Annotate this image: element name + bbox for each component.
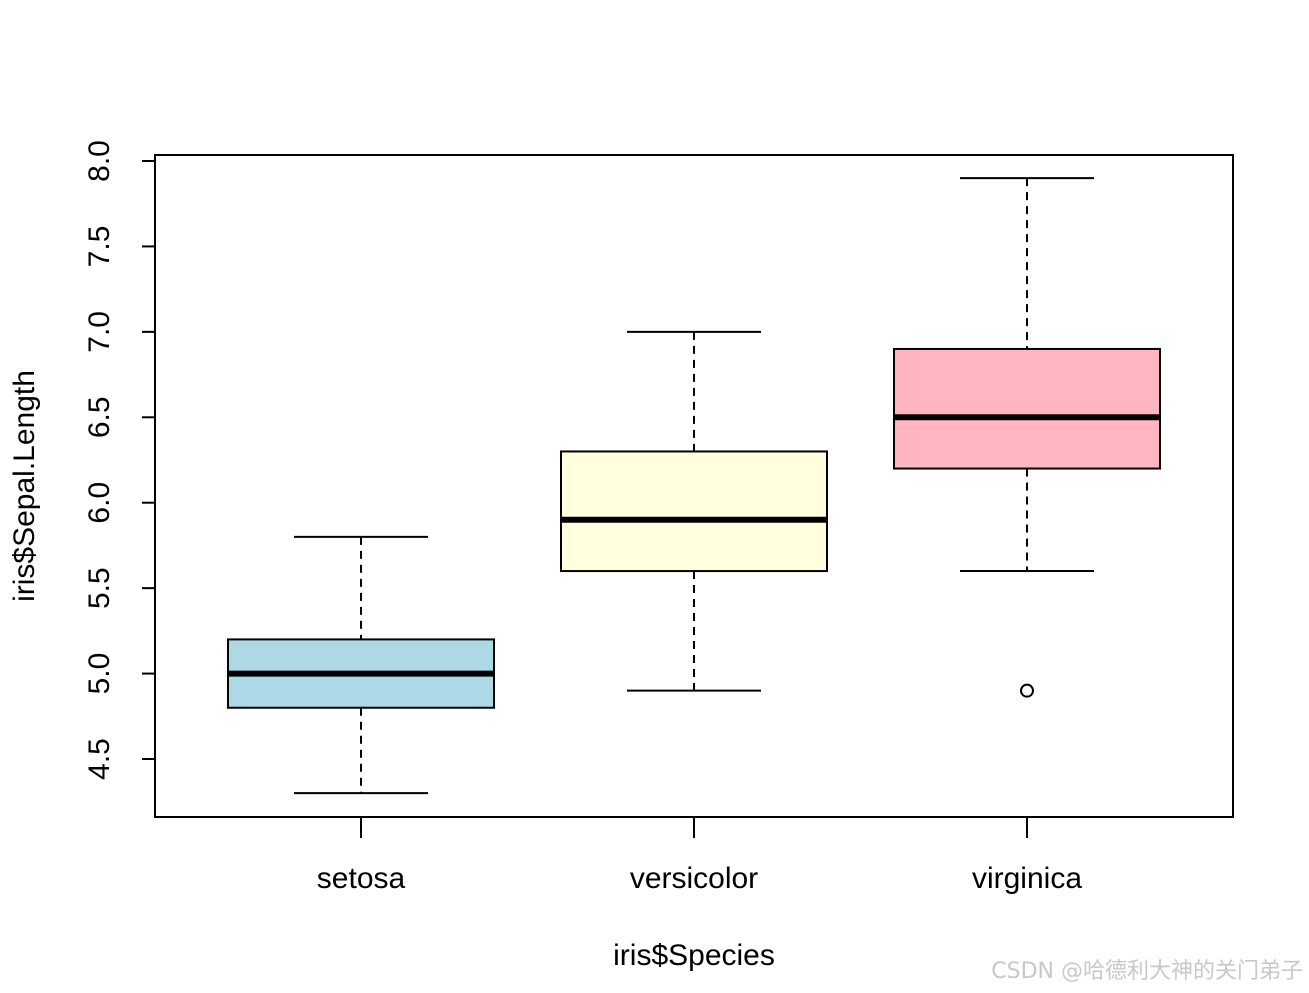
y-axis-label: iris$Sepal.Length [8,370,41,602]
box-virginica [893,347,1161,470]
y-tick-label: 7.0 [83,311,116,353]
y-tick-label: 6.5 [83,396,116,438]
y-tick-label: 5.0 [83,653,116,695]
y-axis: 4.5 5.0 5.5 6.0 6.5 7.0 7.5 8.0 [83,140,155,780]
x-tick-label: setosa [317,862,406,895]
box-versicolor [560,450,828,573]
y-tick-label: 8.0 [83,140,116,182]
y-tick-label: 7.5 [83,226,116,268]
y-tick-label: 5.5 [83,567,116,609]
outlier-point [1020,683,1034,698]
x-axis-label: iris$Species [613,939,775,972]
y-tick-label: 6.0 [83,482,116,524]
watermark-text: CSDN @哈德利大神的关门弟子 [991,959,1303,984]
x-tick-label: versicolor [630,862,758,895]
y-tick-label: 4.5 [83,738,116,780]
boxes-group [227,177,1161,795]
x-axis: setosa versicolor virginica [317,817,1082,895]
x-tick-label: virginica [972,862,1082,895]
